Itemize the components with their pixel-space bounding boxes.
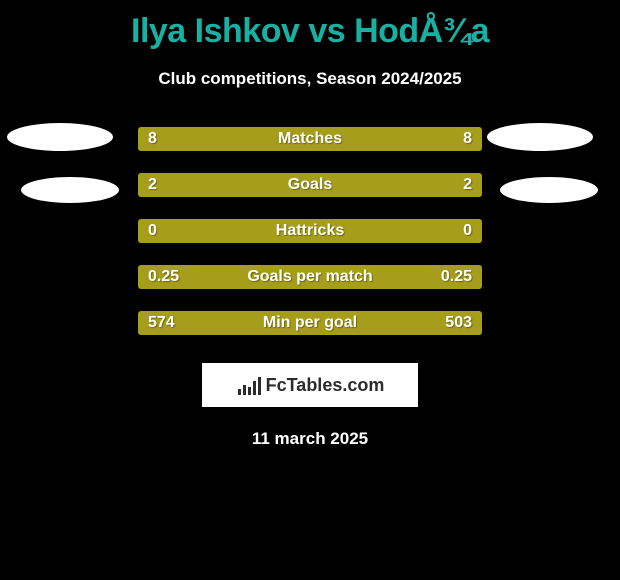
bar-label: Matches	[278, 130, 342, 148]
comparison-bars: 8 8 Matches 2 2 Goals 0 0 Hattricks 0.25 0.25 Goals…	[138, 127, 482, 335]
chart-icon	[236, 375, 262, 395]
bar-label: Goals	[288, 176, 332, 194]
watermark-text: FcTables.com	[266, 375, 385, 396]
bar-left-value: 2	[148, 176, 157, 194]
bar-left-value: 0.25	[148, 268, 179, 286]
bar-label: Hattricks	[276, 222, 344, 240]
stat-bar: 2 2 Goals	[138, 173, 482, 197]
stat-bar: 574 503 Min per goal	[138, 311, 482, 335]
decorative-oval	[500, 177, 598, 203]
watermark: FcTables.com	[202, 363, 418, 407]
bar-right-fill	[310, 173, 482, 197]
subtitle: Club competitions, Season 2024/2025	[0, 69, 620, 89]
bar-right-value: 503	[445, 314, 472, 332]
bar-left-value: 8	[148, 130, 157, 148]
bar-right-value: 0	[463, 222, 472, 240]
decorative-oval	[487, 123, 593, 151]
page-title: Ilya Ishkov vs HodÅ¾a	[0, 0, 620, 51]
stat-bar: 0.25 0.25 Goals per match	[138, 265, 482, 289]
bar-left-fill	[138, 173, 310, 197]
bar-right-value: 0.25	[441, 268, 472, 286]
date-line: 11 march 2025	[0, 429, 620, 449]
bar-left-value: 0	[148, 222, 157, 240]
bar-label: Goals per match	[247, 268, 372, 286]
decorative-oval	[7, 123, 113, 151]
stat-bar: 0 0 Hattricks	[138, 219, 482, 243]
bar-label: Min per goal	[263, 314, 357, 332]
bar-right-value: 2	[463, 176, 472, 194]
bar-left-value: 574	[148, 314, 175, 332]
stat-bar: 8 8 Matches	[138, 127, 482, 151]
decorative-oval	[21, 177, 119, 203]
bar-right-value: 8	[463, 130, 472, 148]
